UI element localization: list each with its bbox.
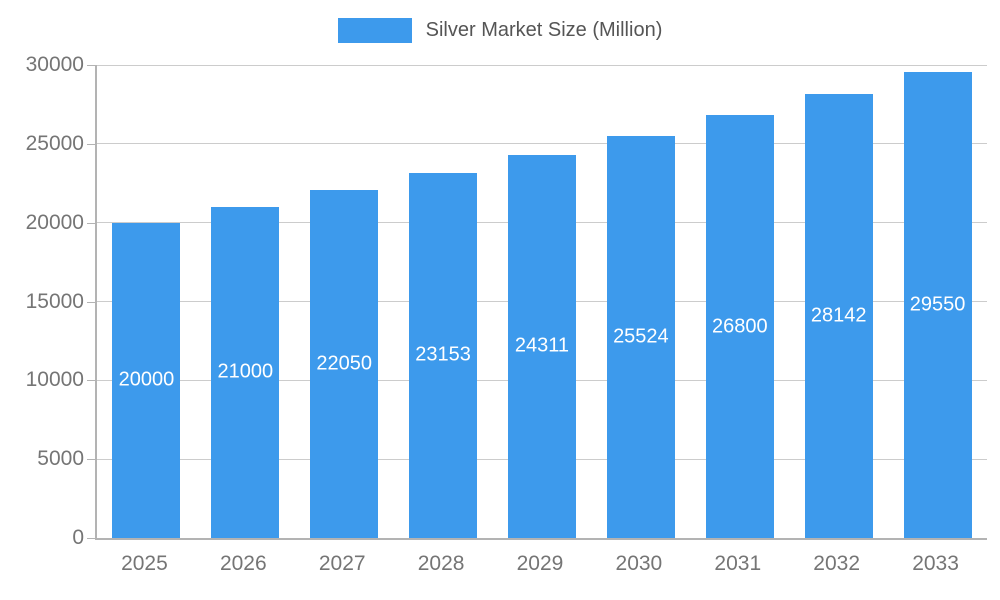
x-axis-label: 2025 bbox=[121, 552, 168, 575]
bar-value-label: 28142 bbox=[810, 304, 867, 327]
bar-2031: 26800 bbox=[705, 115, 774, 538]
bar-value-label: 25524 bbox=[613, 325, 669, 348]
y-axis-tick bbox=[87, 222, 95, 224]
plot-area: 20000 21000 22050 23153 24311 25524 26800 28142… bbox=[95, 64, 987, 540]
bar-value-label: 23153 bbox=[415, 343, 471, 366]
y-axis-label: 5000 bbox=[37, 447, 84, 471]
bar-2028: 23153 bbox=[409, 172, 478, 538]
bar-2033: 29550 bbox=[903, 72, 972, 538]
y-axis-tick bbox=[87, 65, 95, 66]
bar-2025: 20000 bbox=[112, 222, 181, 538]
x-axis-label: 2033 bbox=[912, 552, 959, 575]
gridline bbox=[97, 64, 987, 66]
y-axis-tick bbox=[87, 538, 95, 539]
y-axis-label: 20000 bbox=[25, 210, 84, 234]
y-axis-tick bbox=[87, 459, 95, 461]
bar-2030: 25524 bbox=[606, 135, 675, 538]
y-axis-label: 25000 bbox=[25, 131, 84, 155]
legend-swatch[interactable] bbox=[337, 18, 412, 43]
bar-value-label: 21000 bbox=[217, 360, 274, 383]
bar-2027: 22050 bbox=[310, 190, 379, 538]
y-axis-tick bbox=[87, 380, 95, 382]
bar-value-label: 29550 bbox=[909, 293, 966, 316]
y-axis-label: 10000 bbox=[25, 368, 84, 392]
x-axis-label: 2031 bbox=[714, 552, 762, 575]
y-axis-tick bbox=[87, 143, 95, 145]
x-axis-label: 2026 bbox=[219, 552, 267, 575]
x-axis-label: 2032 bbox=[813, 552, 861, 575]
bar-value-label: 24311 bbox=[514, 334, 570, 357]
y-axis-label: 0 bbox=[72, 526, 84, 549]
legend-label[interactable]: Silver Market Size (Million) bbox=[425, 19, 663, 41]
bar-2029: 24311 bbox=[508, 154, 576, 538]
bar-2032: 28142 bbox=[804, 94, 873, 538]
x-axis-label: 2027 bbox=[318, 552, 366, 575]
bar-value-label: 22050 bbox=[316, 352, 373, 375]
x-axis-label: 2030 bbox=[615, 552, 663, 575]
x-axis-label: 2029 bbox=[516, 552, 564, 575]
x-axis-label: 2028 bbox=[417, 552, 465, 575]
y-axis-label: 15000 bbox=[25, 289, 84, 313]
y-axis-label: 30000 bbox=[25, 53, 84, 76]
gridline bbox=[97, 143, 987, 145]
bar-value-label: 26800 bbox=[711, 315, 768, 338]
chart-legend: Silver Market Size (Million) bbox=[0, 18, 1000, 43]
bar-2026: 21000 bbox=[211, 206, 280, 538]
bar-value-label: 20000 bbox=[118, 368, 175, 391]
y-axis-tick bbox=[87, 301, 95, 303]
